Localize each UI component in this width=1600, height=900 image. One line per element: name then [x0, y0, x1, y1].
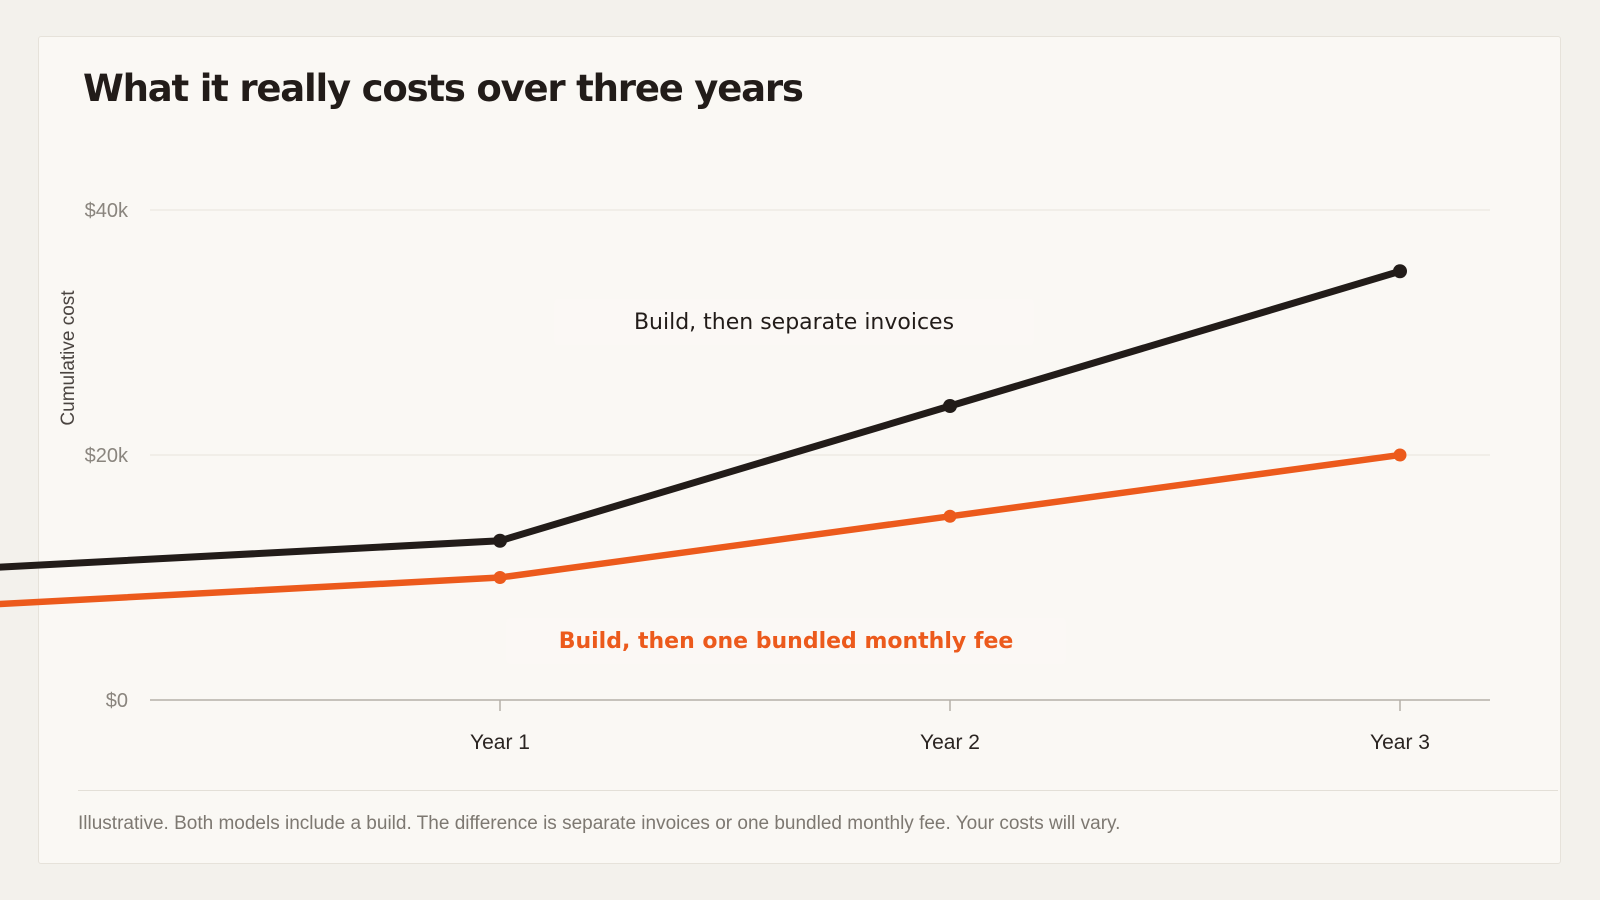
series-label-0: Build, then separate invoices	[634, 310, 954, 335]
x-tick-label-2: Year 3	[1370, 731, 1430, 754]
series-0-point-4	[943, 399, 957, 413]
series-1-point-4	[943, 509, 957, 523]
y-tick-label-2: $40k	[85, 200, 129, 222]
series-line-0	[0, 267, 1402, 571]
y-tick-label-1: $20k	[85, 445, 129, 467]
series-1-point-3	[493, 571, 507, 584]
series-0-point-5	[1393, 264, 1407, 279]
y-tick-label-0: $0	[106, 690, 128, 712]
footer-divider	[78, 790, 1558, 791]
series-label-bg-0	[554, 299, 1034, 345]
series-1-point-5	[1393, 448, 1407, 462]
series-0-point-3	[493, 533, 507, 548]
axis-layer	[150, 699, 1490, 711]
label-layer: $0 $20k $40k Year 1 Year 2 Year 3 Cumulative c…	[58, 200, 1430, 754]
series-layer	[0, 264, 1407, 608]
y-axis-title: Cumulative cost	[58, 290, 79, 426]
chart-footnote: Illustrative. Both models include a buil…	[78, 813, 1121, 834]
series-line-1	[0, 451, 1401, 608]
x-tick-label-0: Year 1	[470, 731, 530, 754]
x-tick-label-1: Year 2	[920, 731, 980, 754]
series-label-1: Build, then one bundled monthly fee	[559, 629, 1014, 654]
series-label-bg-1	[506, 618, 1066, 664]
grid-layer	[150, 209, 1490, 456]
chart-title: What it really costs over three years	[83, 67, 804, 110]
